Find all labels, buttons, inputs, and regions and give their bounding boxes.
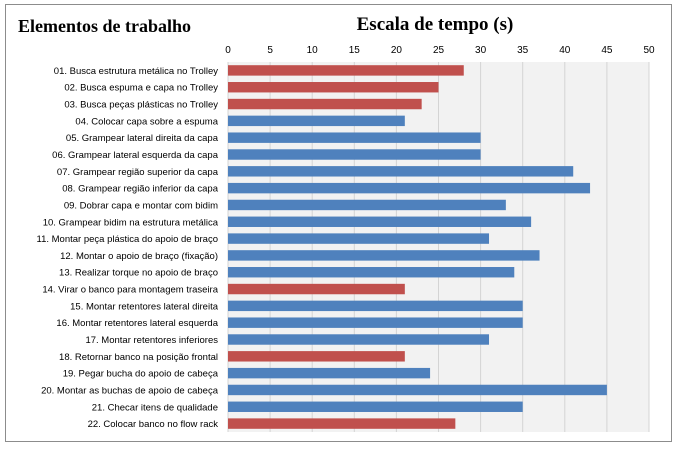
bar <box>228 65 464 76</box>
category-label: 11. Montar peça plástica do apoio de bra… <box>37 234 219 245</box>
x-tick-label: 5 <box>267 45 273 56</box>
category-label: 20. Montar as buchas de apoio de cabeça <box>41 385 219 396</box>
bar <box>228 351 405 362</box>
bar <box>228 367 431 379</box>
bar <box>228 283 405 295</box>
category-label: 05. Grampear lateral direita da capa <box>66 133 219 144</box>
x-tick-label: 35 <box>517 45 529 56</box>
category-label: 09. Dobrar capa e montar com bidim <box>64 200 218 211</box>
category-label: 12. Montar o apoio de braço (fixação) <box>60 251 218 262</box>
category-label: 14. Virar o banco para montagem traseira <box>42 285 218 296</box>
category-label: 01. Busca estrutura metálica no Trolley <box>54 66 218 77</box>
bar <box>228 384 607 396</box>
bar <box>228 418 456 429</box>
bar <box>228 132 481 143</box>
category-label: 17. Montar retentores inferiores <box>85 335 218 346</box>
x-tick-label: 10 <box>307 45 319 56</box>
x-tick-label: 50 <box>643 45 655 56</box>
category-label: 06. Grampear lateral esquerda da capa <box>52 150 219 161</box>
bar <box>228 82 439 93</box>
bar <box>228 166 574 177</box>
bar <box>228 233 490 244</box>
bar <box>228 149 481 160</box>
bar <box>228 401 523 412</box>
category-label: 18. Retornar banco na posição frontal <box>59 352 218 363</box>
category-label: 19. Pegar bucha do apoio de cabeça <box>63 369 219 380</box>
category-label: 21. Checar itens de qualidade <box>92 402 218 413</box>
category-label: 15. Montar retentores lateral direita <box>70 301 219 312</box>
bars <box>228 65 607 429</box>
chart-title: Escala de tempo (s) <box>356 14 514 35</box>
y-axis-title: Elementos de trabalho <box>18 16 191 36</box>
bar <box>228 300 523 312</box>
category-label: 07. Grampear região superior da capa <box>57 167 219 178</box>
category-label: 03. Busca peças plásticas no Trolley <box>64 100 218 111</box>
bar <box>228 115 405 127</box>
bar <box>228 334 490 345</box>
x-tick-label: 20 <box>391 45 403 56</box>
bar <box>228 199 506 211</box>
bar <box>228 267 515 278</box>
bar <box>228 98 422 110</box>
category-label: 13. Realizar torque no apoio de braço <box>59 268 218 279</box>
x-tick-label: 30 <box>475 45 487 56</box>
bar <box>228 216 532 227</box>
bar <box>228 250 540 261</box>
category-label: 10. Grampear bidim na estrutura metálica <box>43 217 219 228</box>
x-tick-label: 40 <box>559 45 571 56</box>
x-tick-label: 45 <box>601 45 613 56</box>
x-tick-label: 15 <box>349 45 361 56</box>
x-tick-label: 25 <box>433 45 445 56</box>
category-label: 22. Colocar banco no flow rack <box>88 419 219 430</box>
x-axis-ticks: 0 5 10 15 20 25 30 35 40 45 50 <box>225 45 655 56</box>
bar <box>228 182 591 194</box>
category-label: 02. Busca espuma e capa no Trolley <box>64 83 218 94</box>
category-label: 16. Montar retentores lateral esquerda <box>56 318 218 329</box>
bar <box>228 317 523 328</box>
x-tick-label: 0 <box>225 45 231 56</box>
category-labels: 01. Busca estrutura metálica no Trolley 0… <box>37 66 219 430</box>
category-label: 08. Grampear região inferior da capa <box>62 184 218 195</box>
category-label: 04. Colocar capa sobre a espuma <box>75 116 218 127</box>
